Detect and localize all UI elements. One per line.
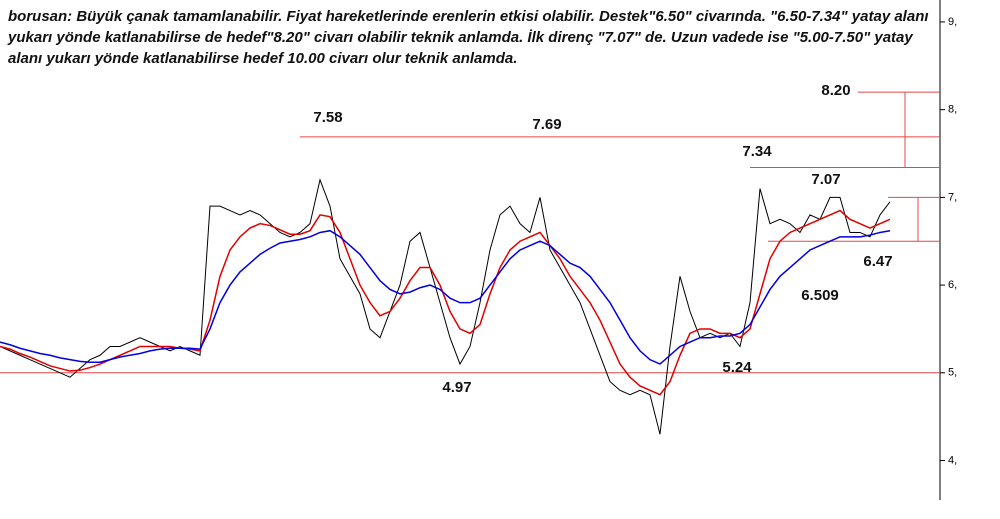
annotation: 6.509 [801, 287, 839, 304]
y-tick-label: 7, [948, 191, 957, 203]
annotation: 5.24 [722, 359, 752, 376]
annotation: 8.20 [821, 82, 850, 99]
annotation: 6.47 [863, 253, 892, 270]
price-line [0, 178, 891, 435]
chart-title: borusan: Büyük çanak tamamlanabilir. Fiy… [8, 8, 929, 67]
y-tick-label: 8, [948, 104, 957, 116]
y-tick-label: 4, [948, 454, 957, 466]
price-line [0, 229, 891, 365]
annotation: 7.07 [811, 171, 840, 188]
annotation: 7.34 [742, 143, 772, 160]
y-tick-label: 6, [948, 279, 957, 291]
price-line [0, 209, 891, 396]
y-tick-label: 5, [948, 367, 957, 379]
y-tick-label: 9, [948, 16, 957, 28]
annotation: 7.69 [532, 116, 561, 133]
annotation: 7.58 [313, 109, 342, 126]
annotation: 4.97 [442, 379, 471, 396]
